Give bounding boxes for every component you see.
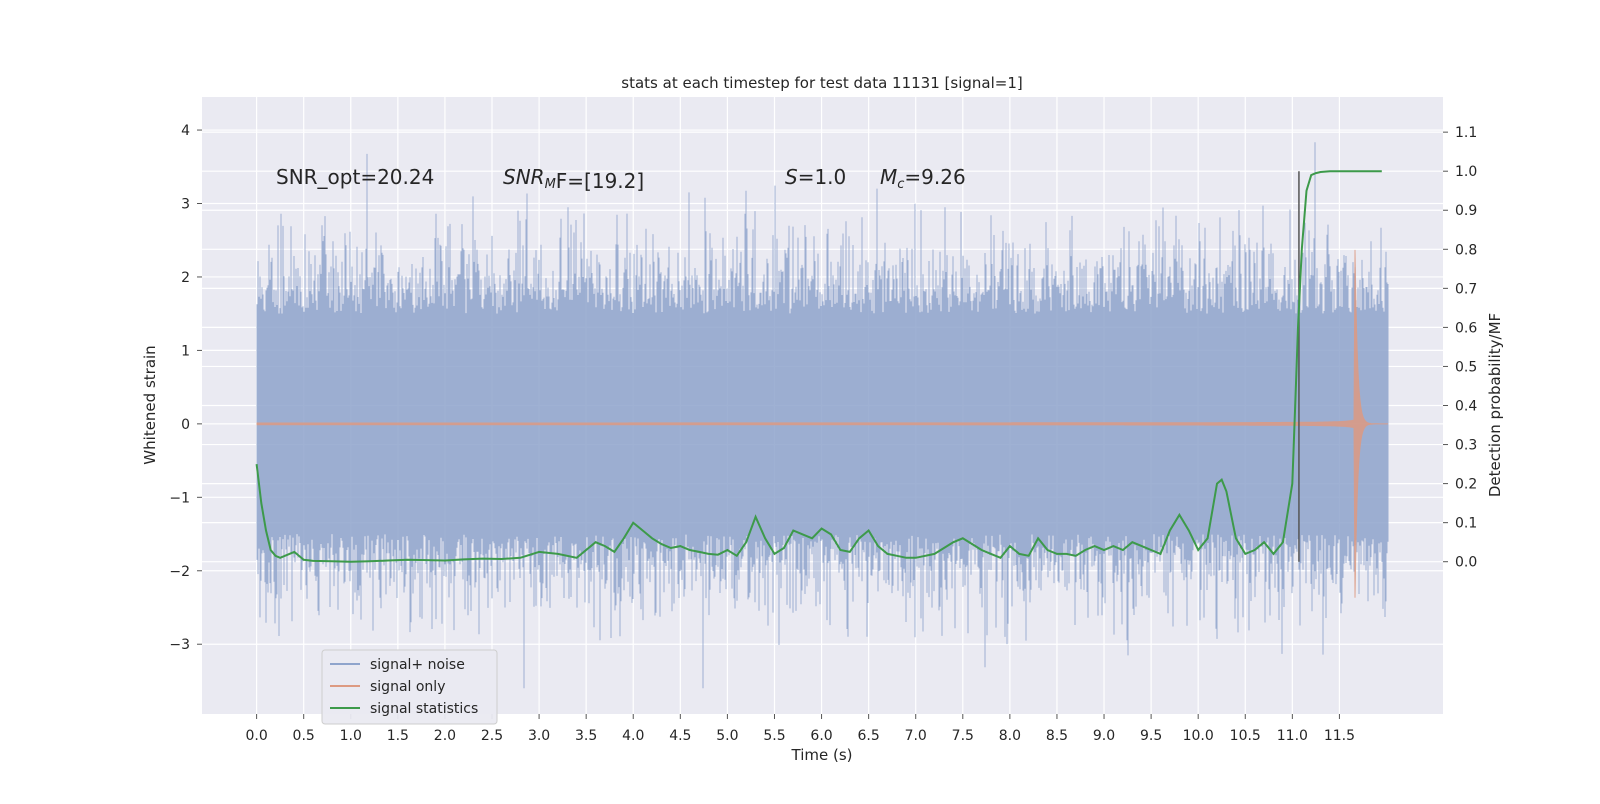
x-tick-label-23: 11.5 [1324,728,1355,744]
x-tick-label-20: 10.0 [1183,728,1214,744]
x-tick-label-11: 5.5 [763,728,785,744]
annotation-s-rest: =1.0 [798,165,847,189]
y2-tick-label-6: 0.5 [1455,359,1477,375]
y-tick-label-7: −3 [169,637,190,653]
y-tick-label-5: −1 [169,490,190,506]
legend-label-signal-only: signal only [370,679,445,695]
x-tick-label-13: 6.5 [858,728,880,744]
x-tick-label-7: 3.5 [575,728,597,744]
x-tick-label-14: 7.0 [905,728,927,744]
legend-label-signal-noise: signal+ noise [370,657,465,673]
series-signal-statistics [255,170,1382,563]
legend-label-signal-statistics: signal statistics [370,701,478,717]
y2-tick-label-8: 0.3 [1455,438,1477,454]
y-tick-label-0: 4 [181,123,190,139]
x-tick-label-1: 0.5 [293,728,315,744]
y2-tick-label-3: 0.8 [1455,242,1477,258]
y-axis-right-ticks: 1.1 1.0 0.9 0.8 0.7 0.6 0.5 0.4 0.3 0.2 0.1 0.0 [1443,125,1477,571]
annotation-mc: Mc=9.26 [880,165,966,192]
annotation-s: S=1.0 [785,165,846,189]
annotation-snr-mf: SNRMF=[19.2] [503,165,644,193]
annotation-s-main: S [785,165,798,189]
series-signal-only [256,249,1388,598]
y-tick-label-6: −2 [169,564,190,580]
annotation-mc-sub: c [897,177,904,192]
y-tick-label-1: 3 [181,197,190,213]
y2-tick-label-4: 0.7 [1455,281,1477,297]
annotation-mc-rest: =9.26 [904,165,965,189]
x-tick-label-12: 6.0 [810,728,832,744]
legend-box [321,649,498,725]
y2-tick-label-10: 0.1 [1455,516,1477,532]
y-tick-label-2: 2 [181,270,190,286]
y2-tick-label-1: 1.0 [1455,164,1477,180]
annotation-mc-main: M [880,165,897,189]
y2-tick-label-0: 1.1 [1455,125,1477,141]
y-tick-label-3: 1 [181,343,190,359]
x-tick-label-19: 9.5 [1140,728,1162,744]
signal-envelope [256,249,1388,598]
y-axis-label: Whitened strain [141,345,159,464]
y2-tick-label-2: 0.9 [1455,203,1477,219]
chart-title: stats at each timestep for test data 111… [621,74,1022,92]
y-tick-label-4: 0 [181,417,190,433]
x-tick-label-3: 1.5 [387,728,409,744]
x-tick-label-10: 5.0 [716,728,738,744]
x-tick-label-17: 8.5 [1046,728,1068,744]
noise-trace [256,142,1389,689]
x-tick-label-9: 4.5 [669,728,691,744]
y2-tick-label-11: 0.0 [1455,555,1477,571]
x-tick-label-5: 2.5 [481,728,503,744]
x-tick-label-16: 8.0 [999,728,1021,744]
x-tick-label-4: 2.0 [434,728,456,744]
x-tick-label-15: 7.5 [952,728,974,744]
y2-tick-label-7: 0.4 [1455,399,1477,415]
x-axis-label: Time (s) [791,746,853,764]
y-axis-ticks: 4 3 2 1 0 −1 −2 −3 [169,123,202,653]
x-tick-label-22: 11.0 [1277,728,1308,744]
annotation-snr-mf-sub: M [545,177,556,192]
x-tick-label-2: 1.0 [340,728,362,744]
legend: signal+ noise signal only signal statist… [321,649,498,725]
x-tick-label-18: 9.0 [1093,728,1115,744]
x-axis-ticks: 0.0 0.5 1.0 1.5 2.0 2.5 3.0 3.5 4.0 4.5 5.0 5.5 6.0 6… [245,714,1355,744]
x-tick-label-8: 4.0 [622,728,644,744]
y2-tick-label-9: 0.2 [1455,477,1477,493]
annotation-snr-opt: SNR_opt=20.24 [276,165,434,189]
x-tick-label-0: 0.0 [245,728,267,744]
x-tick-label-6: 3.0 [528,728,550,744]
y2-tick-label-5: 0.6 [1455,320,1477,336]
y-axis-right-label: Detection probability/MF [1486,313,1504,497]
annotation-snr-mf-rest: F=[19.2] [556,169,644,193]
x-tick-label-21: 10.5 [1230,728,1261,744]
annotation-snr-mf-main: SNR [503,165,545,189]
